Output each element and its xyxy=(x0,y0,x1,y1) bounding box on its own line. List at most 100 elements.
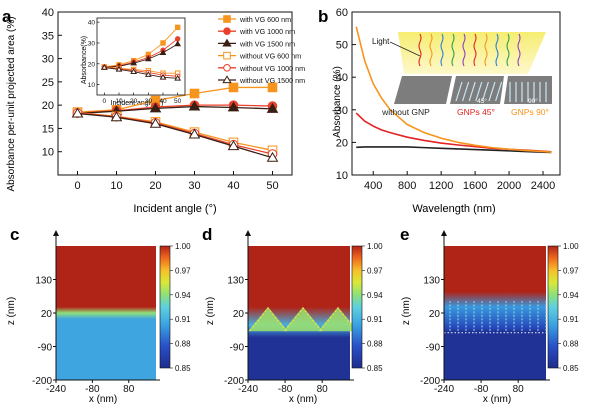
b-inset-gnp-45 xyxy=(495,81,503,102)
b-inset-wave xyxy=(506,33,510,67)
heatmap-xtick-label: -80 xyxy=(278,384,293,395)
a-series-line xyxy=(77,86,273,113)
a-series-marker xyxy=(149,102,162,113)
a-series-line xyxy=(77,105,273,115)
b-series-line xyxy=(356,146,552,154)
b-inset-light-beam xyxy=(398,32,546,74)
a-plot-frame xyxy=(57,11,293,176)
a-ytick-label: 35 xyxy=(42,30,54,42)
b-xtick-label: 1200 xyxy=(429,180,453,192)
a-ytick-label: 30 xyxy=(42,54,54,66)
b-inset-angle-45: 45° xyxy=(477,97,487,105)
a-xtick-label: 0 xyxy=(74,180,80,192)
a-inset-series-line xyxy=(104,67,178,79)
a-inset-ylabel: Absorbance(%) xyxy=(81,36,88,84)
d-ylabel: z (nm) xyxy=(205,297,216,325)
a-legend-label: with VG 600 nm xyxy=(239,15,291,24)
heatmap-ytick-label: -90 xyxy=(230,343,245,354)
heatmap-ytick-label: 20 xyxy=(233,309,245,320)
b-inset-light-pointer xyxy=(389,41,421,57)
colorbar-tick-label: 0.97 xyxy=(563,266,579,275)
b-xtick-label: 400 xyxy=(364,180,382,192)
a-inset-series-marker xyxy=(144,55,152,62)
heatmap-feature-d xyxy=(248,306,288,332)
b-ylabel: Absorbance (%) xyxy=(332,66,343,138)
heatmap-ytick-label: -90 xyxy=(426,343,441,354)
colorbar-tick-label: 0.85 xyxy=(367,364,383,373)
colorbar-e xyxy=(547,245,559,369)
a-ytick-label: 20 xyxy=(42,100,54,112)
b-inset-wave xyxy=(429,33,433,67)
a-inset-xtick-label: 50 xyxy=(174,98,182,105)
a-inset-frame xyxy=(96,17,186,96)
b-inset-angle-90: 90° xyxy=(528,97,538,105)
heatmap-yaxis-arrow-c xyxy=(53,230,59,236)
b-series-line xyxy=(355,112,552,153)
heatmap-field-c xyxy=(56,246,156,380)
heatmap-xtick-label: -80 xyxy=(474,384,489,395)
b-inset-gnp-45 xyxy=(468,81,476,102)
a-inset-series-marker xyxy=(130,68,138,74)
a-legend-swatch-marker xyxy=(223,27,231,36)
a-series-line xyxy=(77,112,273,159)
b-xtick-label: 800 xyxy=(398,180,416,192)
panel-label-b: b xyxy=(318,7,328,26)
colorbar-tick-label: 0.85 xyxy=(563,364,579,373)
e-ylabel: z (nm) xyxy=(401,297,412,325)
b-series-line xyxy=(355,26,552,153)
heatmap-feature-d-edge xyxy=(319,307,357,332)
colorbar-tick-label: 0.85 xyxy=(175,364,191,373)
a-series-marker xyxy=(227,101,240,112)
a-series-marker xyxy=(188,100,201,111)
b-ytick-label: 20 xyxy=(336,137,348,149)
a-ylabel: Absorbance per-unit projected area (%) xyxy=(6,16,17,191)
a-series-line xyxy=(77,111,273,151)
b-inset-wave xyxy=(440,33,444,67)
a-ytick-label: 15 xyxy=(42,123,54,135)
heatmap-xtick-label: -240 xyxy=(238,384,258,395)
heatmap-yaxis-arrow-d xyxy=(245,230,251,236)
a-inset-series-marker xyxy=(130,59,138,66)
a-series-marker xyxy=(110,111,123,122)
heatmap-yaxis-arrow-e xyxy=(441,230,447,236)
a-ytick-label: 40 xyxy=(42,7,54,19)
b-inset-wave xyxy=(418,33,422,67)
panel-label-e: e xyxy=(400,225,409,244)
a-inset-xlabel: Incident angle (°) xyxy=(111,99,164,107)
e-xlabel: x (nm) xyxy=(483,394,511,405)
b-inset-wave xyxy=(473,33,477,67)
b-inset-wave xyxy=(517,33,521,67)
a-ytick-label: 10 xyxy=(42,147,54,159)
a-inset-ytick-label: 10 xyxy=(88,82,96,89)
colorbar-tick-label: 0.91 xyxy=(175,315,191,324)
colorbar-d xyxy=(351,245,363,369)
heatmap-ytick-label: -200 xyxy=(32,376,52,387)
heatmap-feature-d xyxy=(318,306,358,332)
a-xtick-label: 30 xyxy=(188,180,200,192)
heatmap-xtick-label: -80 xyxy=(85,384,100,395)
a-series-marker xyxy=(267,82,278,93)
b-series-label-without-gnp: without GNP xyxy=(381,107,430,117)
a-legend-swatch-marker xyxy=(223,15,231,23)
colorbar-tick-label: 0.94 xyxy=(563,291,579,300)
b-inset-gnp-45 xyxy=(488,81,496,102)
b-xlabel: Wavelength (nm) xyxy=(412,203,495,215)
b-series-label-gnps-45: GNPs 45° xyxy=(457,107,495,117)
a-legend-label: with VG 1500 nm xyxy=(239,39,295,48)
b-inset-slab-plain xyxy=(394,76,452,104)
a-series-marker xyxy=(266,102,279,113)
a-series-marker xyxy=(227,140,240,151)
a-series-marker xyxy=(71,107,84,118)
heatmap-field-e xyxy=(444,246,546,380)
heatmap-xtick-label: -240 xyxy=(46,384,66,395)
a-legend-swatch-marker xyxy=(223,51,231,60)
a-series-marker xyxy=(266,151,279,162)
a-xtick-label: 20 xyxy=(149,180,161,192)
a-xlabel: Incident angle (°) xyxy=(133,203,216,215)
a-inset-series-marker xyxy=(159,49,167,56)
heatmap-ytick-label: 130 xyxy=(423,276,440,287)
b-inset-light-label: Light xyxy=(372,37,390,46)
